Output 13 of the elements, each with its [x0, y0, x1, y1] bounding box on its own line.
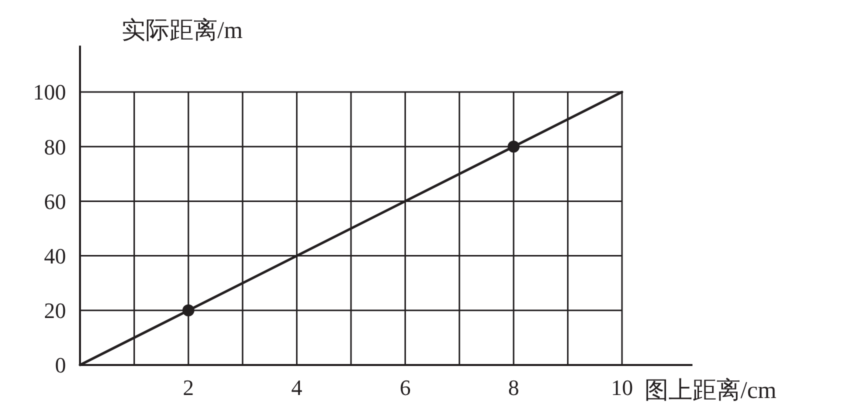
x-axis-title: 图上距离/cm	[644, 377, 777, 404]
y-tick-label: 0	[55, 352, 66, 378]
x-tick-label: 2	[182, 375, 194, 400]
x-tick-label: 6	[400, 375, 411, 400]
y-tick-label: 80	[44, 134, 66, 160]
x-tick-label: 8	[508, 375, 520, 400]
y-axis-title: 实际距离/m	[121, 17, 243, 44]
x-tick-label: 10	[611, 375, 633, 400]
y-tick-label: 60	[44, 188, 66, 214]
x-tick-label: 4	[291, 375, 302, 400]
y-tick-label: 20	[44, 298, 66, 324]
y-tick-label: 40	[44, 244, 66, 268]
y-tick-label: 100	[33, 80, 66, 105]
